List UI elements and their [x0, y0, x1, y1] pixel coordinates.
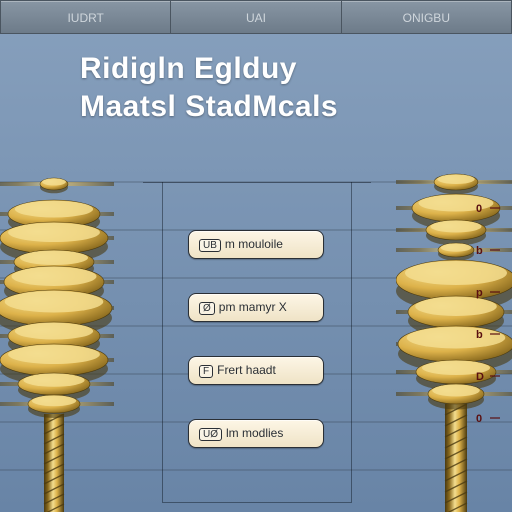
option-button-0[interactable]: UB m mouloile	[188, 230, 324, 259]
left-spindle-diagram	[0, 168, 114, 512]
tab-2[interactable]: ONIGBU	[342, 0, 512, 34]
option-button-3[interactable]: UØ lm modlies	[188, 419, 324, 448]
tab-0[interactable]: IUDRT	[0, 0, 171, 34]
tab-1[interactable]: UAI	[171, 0, 341, 34]
option-button-1[interactable]: Øpm mamyr X	[188, 293, 324, 322]
option-label: lm modlies	[226, 426, 283, 440]
option-prefix: UB	[199, 239, 221, 252]
option-prefix: UØ	[199, 428, 222, 441]
option-column: UB m mouloile Øpm mamyr X F Frert haadt UØ lm …	[188, 230, 324, 482]
option-prefix: Ø	[199, 302, 215, 315]
heading-line-1: Ridigln Eglduy	[80, 52, 297, 86]
option-prefix: F	[199, 365, 213, 378]
heading-line-2: Maatsl StadMcals	[80, 90, 338, 124]
tab-bar: IUDRTUAIONIGBU	[0, 0, 512, 34]
option-label: m mouloile	[225, 237, 283, 251]
option-button-2[interactable]: F Frert haadt	[188, 356, 324, 385]
right-spindle-diagram	[396, 168, 512, 512]
option-label: Frert haadt	[217, 363, 276, 377]
option-label: pm mamyr X	[219, 300, 287, 314]
